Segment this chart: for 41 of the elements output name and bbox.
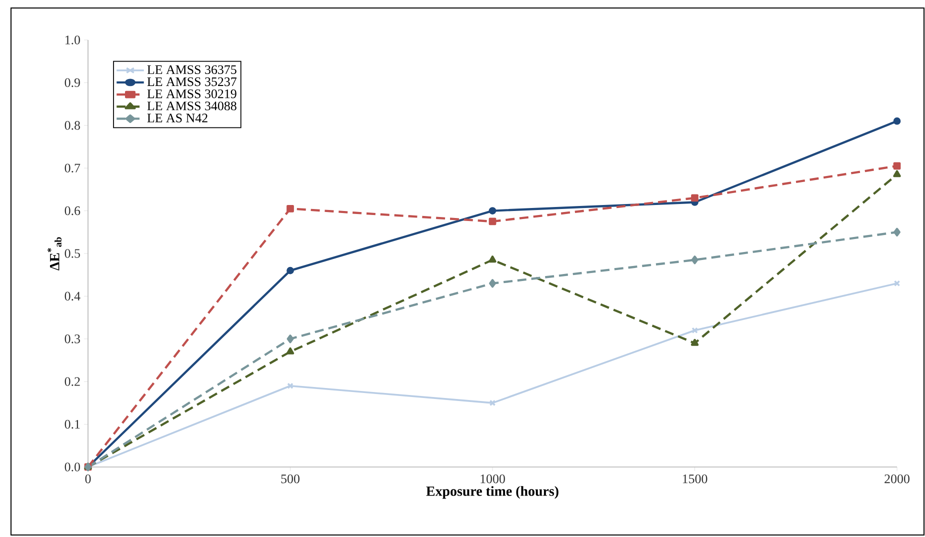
legend-label: LE AMSS 30219: [147, 89, 236, 98]
y-tick-label: 0.7: [64, 164, 80, 172]
x-tick-label: 1500: [682, 474, 708, 484]
y-tick-label: 1.0: [65, 36, 80, 44]
point: [286, 347, 294, 354]
point: [691, 194, 698, 202]
x-tick-label: 500: [281, 474, 300, 484]
legend-label: LE AMSS 34088: [147, 102, 236, 110]
point: [489, 400, 496, 406]
y-tick-label: 0.2: [64, 377, 80, 386]
point: [894, 228, 900, 236]
point: [287, 382, 294, 390]
y-tick-label: 0.5: [64, 249, 80, 258]
legend-label: LE AMSS 36375: [147, 65, 236, 74]
point: [691, 256, 698, 264]
y-tick-label: 0.4: [64, 292, 80, 301]
point: [489, 279, 496, 288]
x-tick-label: 0: [85, 474, 91, 484]
point: [488, 256, 496, 263]
y-tick-label: 0.9: [64, 78, 80, 88]
x-axis-title: Exposure time (hours): [426, 486, 558, 499]
point: [893, 170, 901, 178]
point: [690, 338, 699, 346]
point: [286, 334, 294, 344]
y-tick-label: 0.8: [64, 120, 80, 130]
y-axis-title: ΔE$^{*}$ab: [48, 237, 62, 270]
y-tick-label: 0.0: [64, 462, 80, 472]
point: [488, 207, 496, 214]
x-tick-label: 1000: [480, 474, 505, 484]
point: [286, 266, 294, 274]
legend-label: LE AMSS 35237: [147, 77, 237, 86]
y-tick-label: 0.1: [64, 420, 80, 429]
point: [893, 162, 901, 170]
point: [488, 218, 496, 226]
point: [692, 327, 698, 334]
point: [286, 204, 294, 212]
legend-label: LE AS N42: [147, 114, 208, 122]
y-tick-label: 0.3: [64, 334, 80, 344]
point: [893, 117, 901, 125]
y-tick-label: 0.6: [64, 206, 80, 216]
x-tick-label: 2000: [884, 474, 910, 484]
